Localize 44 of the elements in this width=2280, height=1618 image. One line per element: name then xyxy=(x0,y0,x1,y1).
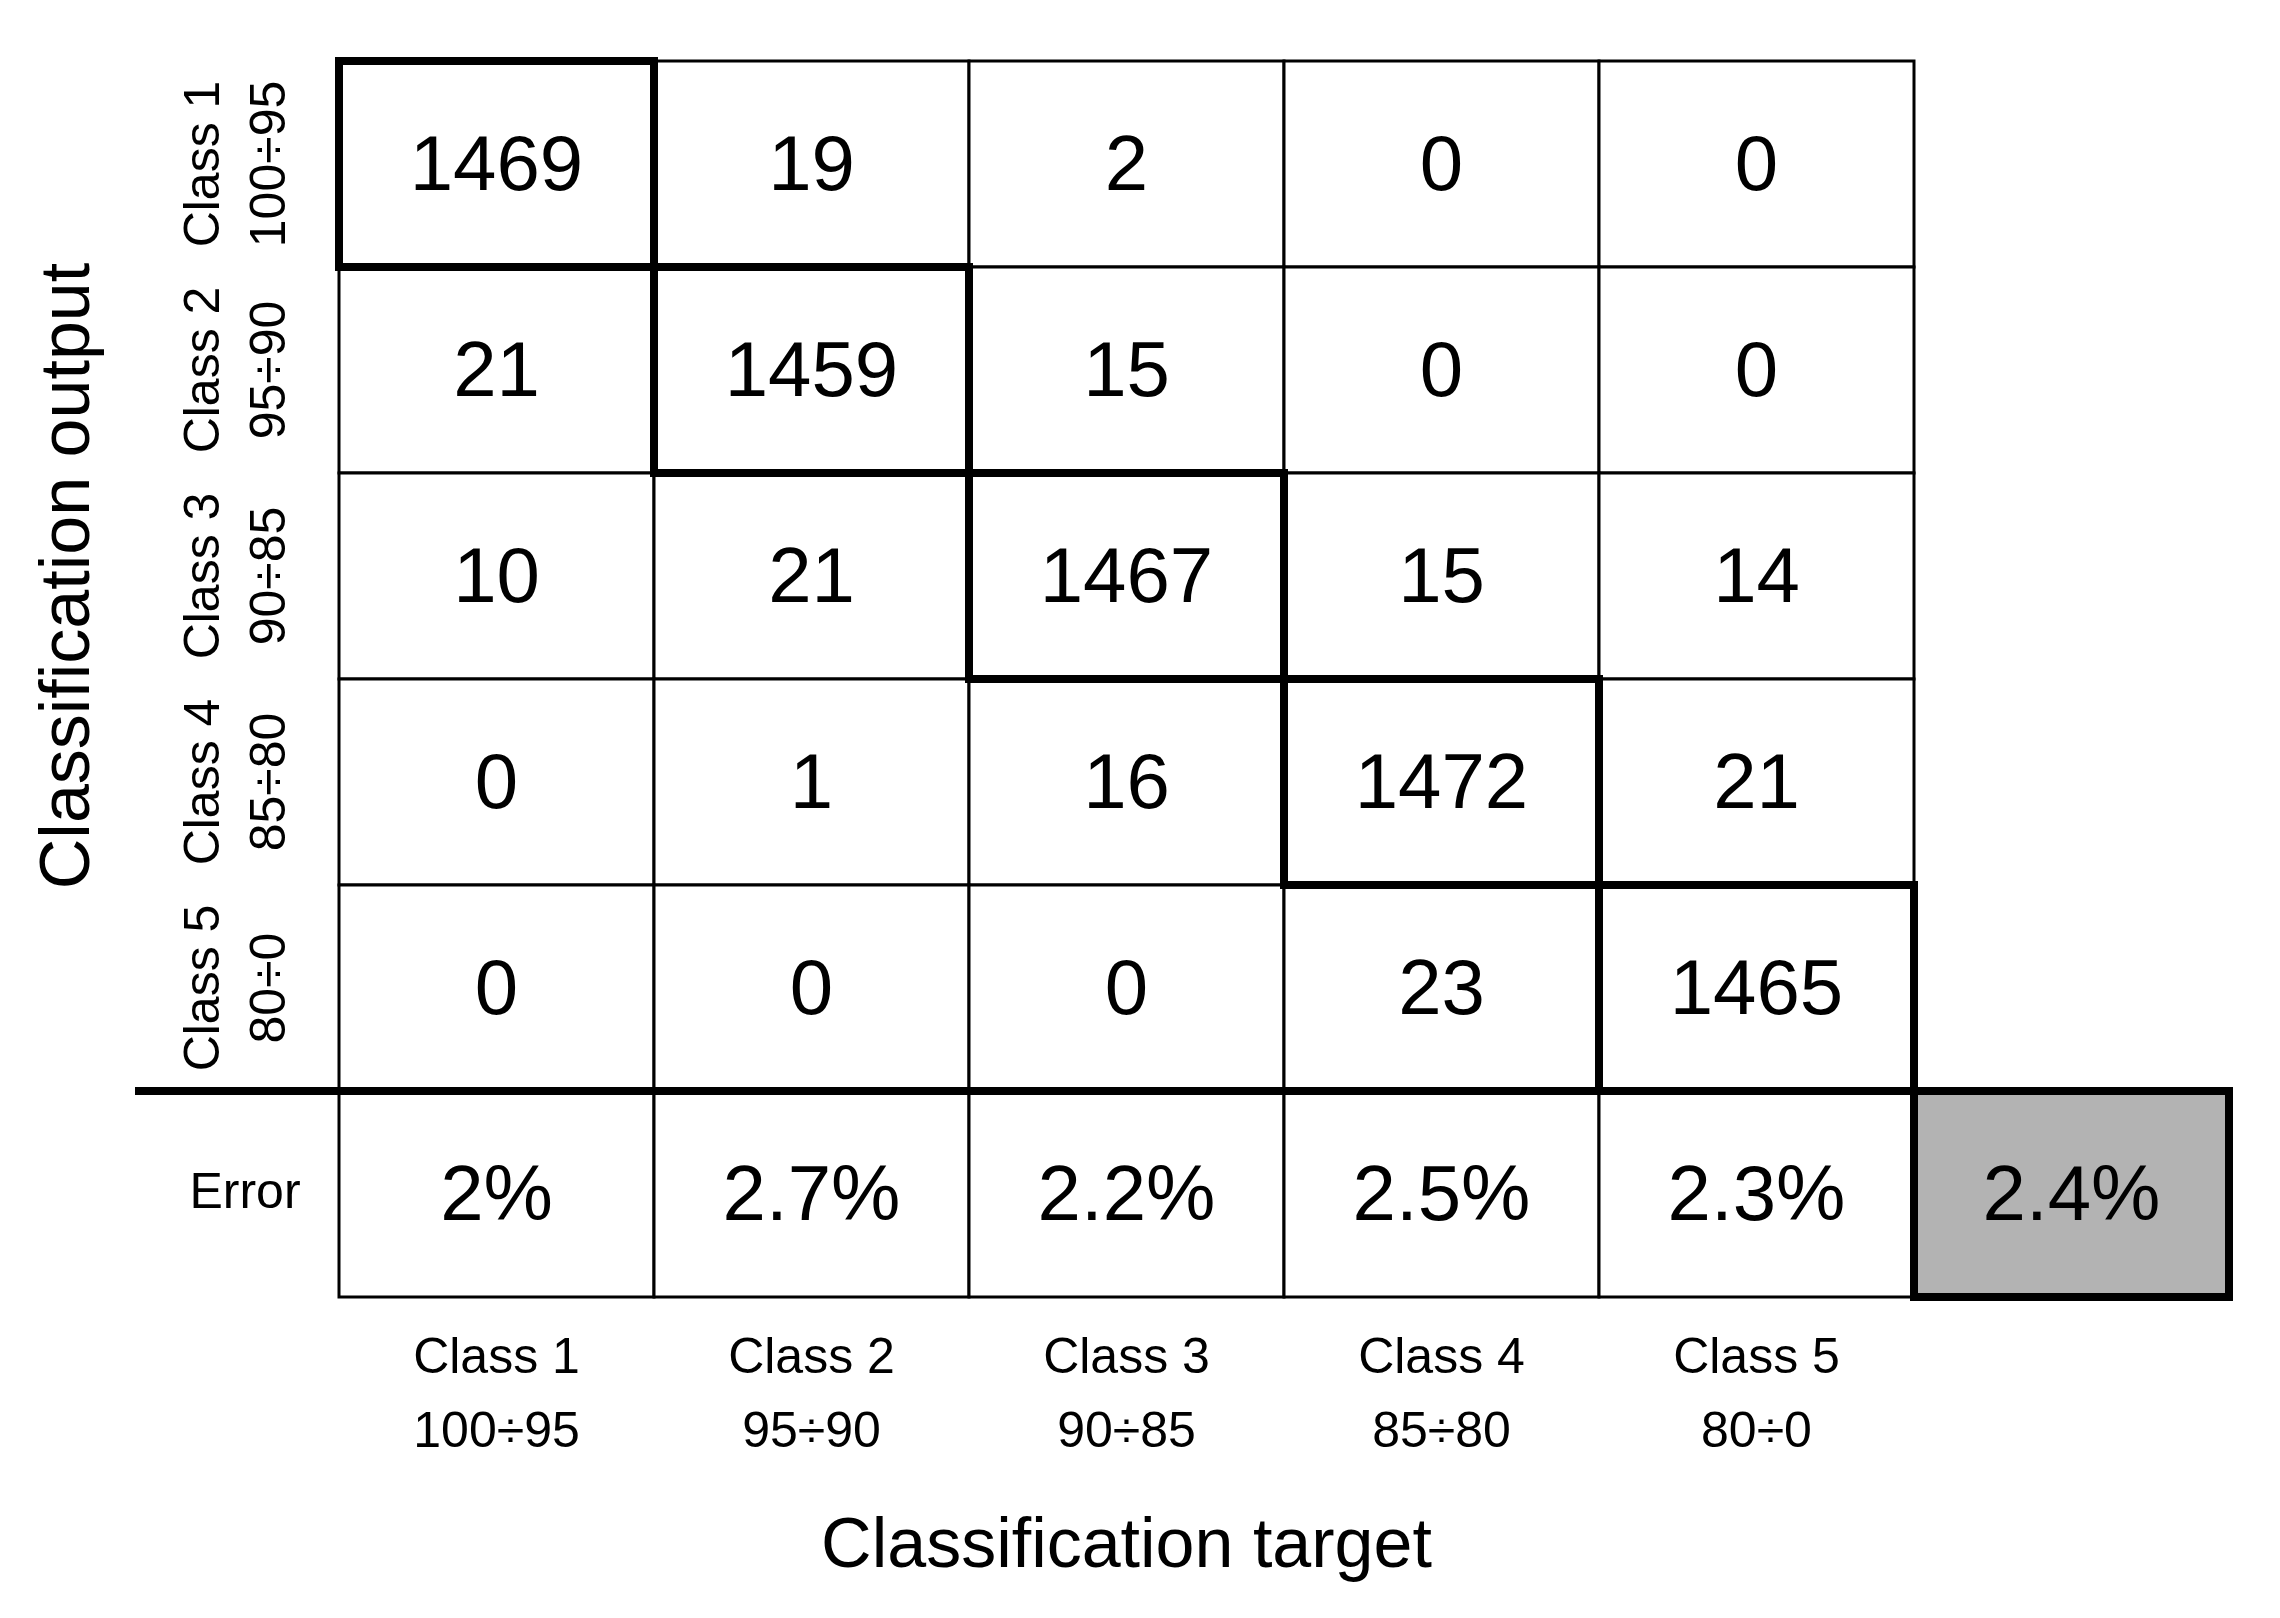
data-label: 15 xyxy=(1083,324,1170,413)
data-label: 2 xyxy=(1104,118,1149,207)
data-label: 15 xyxy=(1398,530,1485,619)
data-label: 10 xyxy=(453,530,540,619)
x-tick-label: Class 1 100÷95 xyxy=(413,1327,580,1458)
data-label: 21 xyxy=(1713,736,1800,825)
data-label: 2.4% xyxy=(1982,1148,2161,1237)
y-tick-label: Class 3 90÷85 xyxy=(173,492,296,660)
data-label: 14 xyxy=(1713,530,1800,619)
data-label: 1 xyxy=(789,736,834,825)
y-tick-label: Class 4 85÷80 xyxy=(173,698,296,866)
data-label: 0 xyxy=(474,736,519,825)
data-label: 23 xyxy=(1398,942,1485,1031)
data-label: 21 xyxy=(453,324,540,413)
data-label: 0 xyxy=(1734,324,1779,413)
data-label: 1465 xyxy=(1669,942,1844,1031)
data-label: 0 xyxy=(1419,324,1464,413)
data-label: 0 xyxy=(1419,118,1464,207)
data-label: 0 xyxy=(1734,118,1779,207)
y-tick-label: Class 1 100÷95 xyxy=(173,80,296,248)
data-label: 16 xyxy=(1083,736,1170,825)
data-label: 21 xyxy=(768,530,855,619)
data-label: 2% xyxy=(440,1148,553,1237)
data-label: 1472 xyxy=(1354,736,1529,825)
data-label: 0 xyxy=(1104,942,1149,1031)
y-tick-label: Class 2 95÷90 xyxy=(173,286,296,454)
y-axis-title: Classification output xyxy=(26,262,105,890)
data-label: 0 xyxy=(474,942,519,1031)
x-axis-title: Classification target xyxy=(821,1504,1432,1583)
data-label: 1469 xyxy=(409,118,584,207)
data-label: 19 xyxy=(768,118,855,207)
data-label: 2.7% xyxy=(722,1148,901,1237)
y-tick-label: Error xyxy=(189,1162,301,1219)
x-tick-label: Class 5 80÷0 xyxy=(1673,1327,1840,1458)
x-tick-label: Class 3 90÷85 xyxy=(1043,1327,1210,1458)
x-tick-label: Class 2 95÷90 xyxy=(728,1327,895,1458)
data-label: 2.5% xyxy=(1352,1148,1531,1237)
data-label: 0 xyxy=(789,942,834,1031)
data-label: 2.2% xyxy=(1037,1148,1216,1237)
x-tick-label: Class 4 85÷80 xyxy=(1358,1327,1525,1458)
data-label: 2.3% xyxy=(1667,1148,1846,1237)
data-label: 1459 xyxy=(724,324,899,413)
y-tick-label: Class 5 80÷0 xyxy=(173,904,296,1072)
data-label: 1467 xyxy=(1039,530,1214,619)
